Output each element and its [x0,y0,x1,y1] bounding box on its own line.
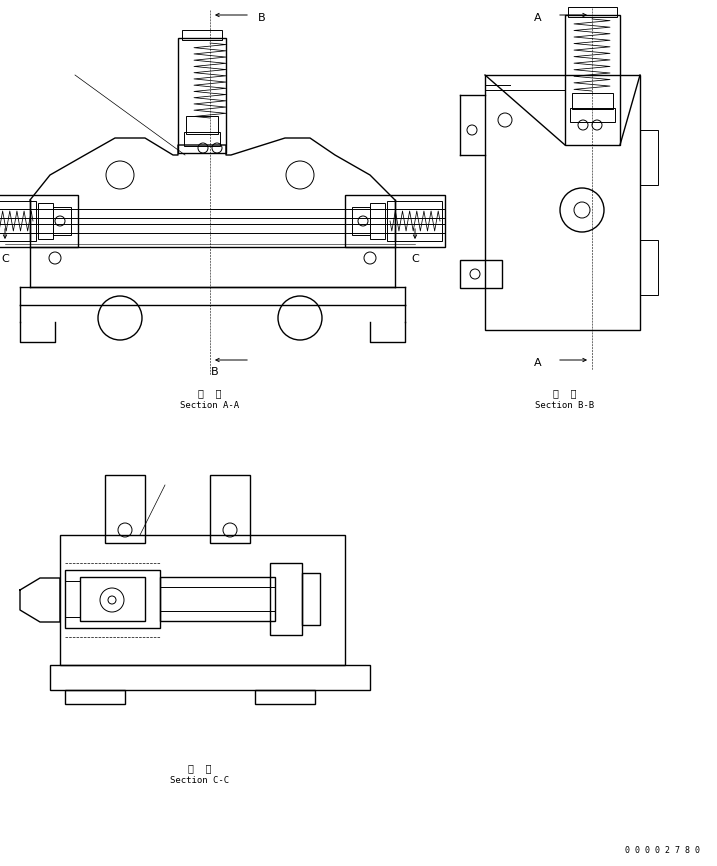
Bar [178,38,226,153]
Bar [302,573,320,625]
Bar [65,570,160,628]
Bar [80,577,145,621]
Bar [105,475,145,543]
Bar [568,7,617,17]
Bar [65,690,125,704]
Text: B: B [258,13,265,23]
Bar [572,93,613,109]
Bar [640,130,658,185]
Bar [387,201,442,241]
Text: 0 0 0 0 2 7 8 0: 0 0 0 0 2 7 8 0 [625,846,700,855]
Text: A: A [534,13,542,23]
Text: Section B-B: Section B-B [536,401,594,410]
Bar [65,581,80,617]
Text: Section C-C: Section C-C [171,776,229,785]
Text: C: C [1,254,9,264]
Bar [0,201,36,241]
Bar [570,108,615,122]
Bar [565,15,620,145]
Bar [50,665,370,690]
Bar [460,260,502,288]
Bar [38,203,53,239]
Bar [0,195,78,247]
Text: A: A [534,358,542,368]
Bar [485,75,640,330]
Bar [60,535,345,665]
Bar [345,195,445,247]
Text: 断  面: 断 面 [198,388,222,398]
Bar [370,203,385,239]
Bar [352,207,370,235]
Text: C: C [411,254,419,264]
Bar [184,132,220,146]
Bar [186,116,218,134]
Bar [160,577,275,621]
Text: 断  面: 断 面 [189,763,212,773]
Text: 断  面: 断 面 [554,388,576,398]
Bar [182,30,222,40]
Text: B: B [212,367,219,377]
Bar [270,563,302,635]
Bar [255,690,315,704]
Bar [53,207,71,235]
Text: Section A-A: Section A-A [181,401,239,410]
Bar [640,240,658,295]
Bar [210,475,250,543]
